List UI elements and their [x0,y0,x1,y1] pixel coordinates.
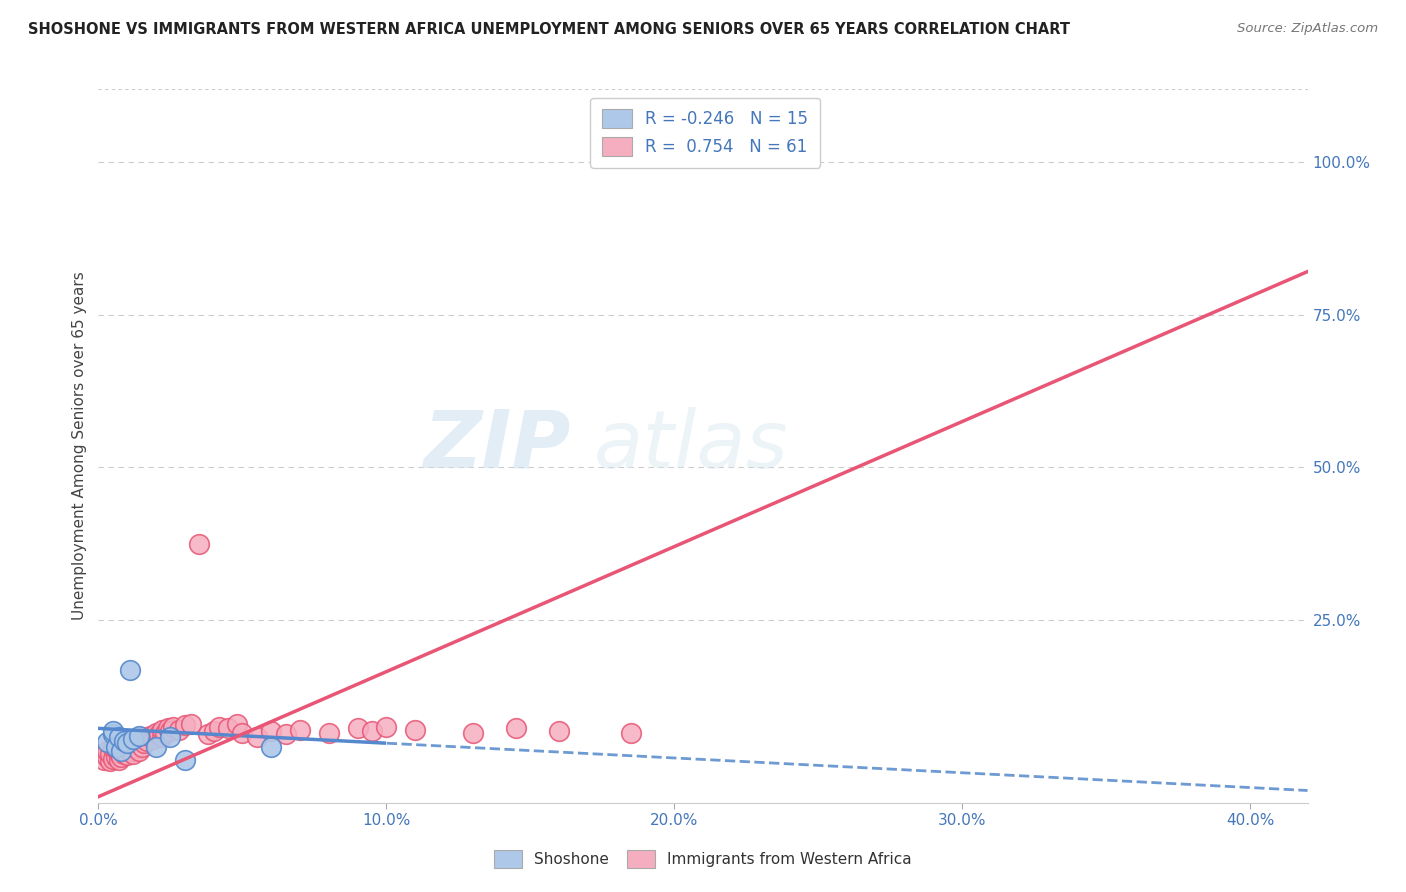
Point [104,739,127,754]
Point [188,536,211,550]
Point [145,739,167,754]
Point [225,716,247,731]
Point [128,744,150,758]
Text: Source: ZipAtlas.com: Source: ZipAtlas.com [1237,22,1378,36]
Point [120,744,142,758]
Point [231,725,253,739]
Point [107,730,129,744]
Point [96,744,118,758]
Point [107,753,129,767]
Text: ZIP: ZIP [423,407,569,485]
Point [173,753,195,767]
Point [115,736,138,750]
Point [110,750,132,764]
Point [101,740,124,755]
Point [131,730,153,744]
Point [110,739,132,754]
Point [505,722,527,736]
Point [134,736,156,750]
Point [148,727,170,741]
Point [167,723,190,737]
Point [110,744,132,758]
Point [620,725,643,739]
Point [122,747,145,761]
Point [156,722,179,736]
Point [101,727,124,741]
Point [404,723,426,737]
Point [101,723,124,738]
Text: atlas: atlas [595,407,789,485]
Point [159,723,181,738]
Point [98,755,121,769]
Point [197,727,219,741]
Point [548,723,571,738]
Point [104,742,127,756]
Y-axis label: Unemployment Among Seniors over 65 years: Unemployment Among Seniors over 65 years [72,272,87,620]
Point [131,739,153,754]
Point [318,725,340,739]
Legend: Shoshone, Immigrants from Western Africa: Shoshone, Immigrants from Western Africa [485,841,921,877]
Point [96,735,118,749]
Point [246,730,269,744]
Point [202,723,225,738]
Point [125,740,148,755]
Point [139,729,162,743]
Point [122,731,145,746]
Point [288,723,311,737]
Point [115,738,138,752]
Text: SHOSHONE VS IMMIGRANTS FROM WESTERN AFRICA UNEMPLOYMENT AMONG SENIORS OVER 65 YE: SHOSHONE VS IMMIGRANTS FROM WESTERN AFRI… [28,22,1070,37]
Point [162,720,184,734]
Point [180,716,202,731]
Point [104,750,127,764]
Point [122,736,145,750]
Point [173,717,195,731]
Point [112,747,135,761]
Point [159,730,181,744]
Point [208,720,231,734]
Point [145,725,167,739]
Point [112,742,135,756]
Point [217,722,239,736]
Point [101,752,124,766]
Point [128,729,150,743]
Point [112,733,135,747]
Point [98,747,121,761]
Point [260,739,283,754]
Point [136,733,159,747]
Point [274,727,297,741]
Point [153,725,176,739]
Point [115,748,138,763]
Point [150,723,173,737]
Point [260,723,283,738]
Point [461,725,484,739]
Point [107,746,129,760]
Point [93,753,115,767]
Point [125,731,148,746]
Point [375,720,398,734]
Point [150,730,173,744]
Point [361,723,384,738]
Point [142,731,165,746]
Point [96,750,118,764]
Point [120,663,142,677]
Point [346,722,368,736]
